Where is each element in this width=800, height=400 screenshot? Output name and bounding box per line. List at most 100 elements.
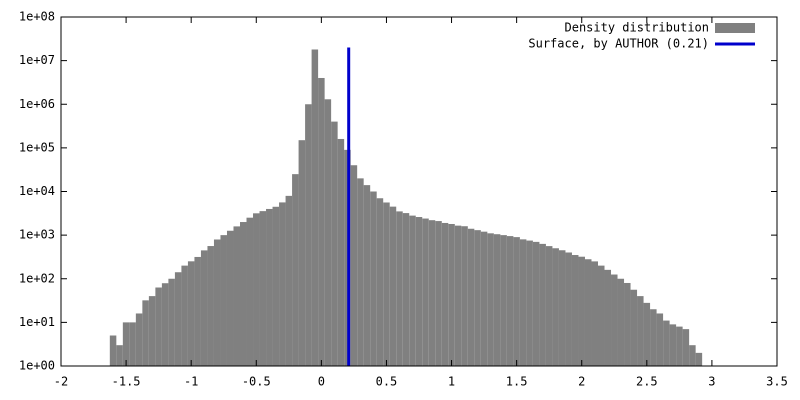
bar bbox=[116, 345, 123, 366]
bar bbox=[435, 221, 442, 366]
bar bbox=[350, 165, 358, 366]
bar bbox=[598, 265, 605, 366]
bar bbox=[187, 261, 195, 366]
y-tick-label: 1e+06 bbox=[19, 97, 55, 111]
bar bbox=[409, 215, 416, 366]
bar bbox=[337, 138, 345, 366]
bar bbox=[565, 252, 572, 366]
bar bbox=[122, 322, 130, 366]
bar bbox=[454, 225, 462, 366]
bar bbox=[669, 324, 677, 366]
bar bbox=[558, 250, 566, 366]
bar bbox=[200, 250, 208, 366]
legend-swatch bbox=[715, 23, 755, 33]
bar bbox=[298, 140, 306, 366]
bar bbox=[396, 211, 403, 366]
x-tick-label: 2.5 bbox=[636, 375, 658, 389]
bar bbox=[578, 256, 585, 366]
x-tick-label: 3 bbox=[708, 375, 715, 389]
bar bbox=[467, 228, 475, 366]
bar bbox=[474, 230, 481, 366]
bar bbox=[591, 261, 598, 366]
bar bbox=[695, 352, 703, 366]
bar bbox=[584, 259, 592, 366]
x-tick-label: 1 bbox=[448, 375, 455, 389]
bar bbox=[611, 274, 618, 366]
x-tick-label: 0.5 bbox=[376, 375, 398, 389]
bar bbox=[357, 178, 364, 366]
bar bbox=[311, 49, 319, 366]
bar bbox=[259, 211, 267, 366]
bar bbox=[643, 302, 651, 366]
bar bbox=[279, 202, 286, 366]
bar bbox=[246, 217, 254, 366]
bar bbox=[266, 208, 273, 366]
bar bbox=[650, 309, 657, 366]
bar bbox=[207, 246, 214, 366]
bar bbox=[363, 185, 371, 366]
bar bbox=[571, 255, 579, 366]
bar bbox=[181, 265, 188, 366]
bar bbox=[318, 77, 325, 366]
bar bbox=[676, 326, 683, 366]
x-tick-label: 1.5 bbox=[506, 375, 528, 389]
bar bbox=[663, 320, 670, 366]
bar bbox=[637, 296, 644, 366]
bar bbox=[682, 329, 690, 366]
bar bbox=[461, 226, 468, 366]
bar bbox=[135, 313, 143, 366]
x-tick-label: 2 bbox=[578, 375, 585, 389]
bar bbox=[487, 233, 494, 366]
bar bbox=[174, 272, 182, 366]
x-tick-label: -0.5 bbox=[242, 375, 271, 389]
bar bbox=[168, 278, 175, 366]
y-tick-label: 1e+00 bbox=[19, 359, 55, 373]
bar bbox=[526, 240, 533, 366]
bar bbox=[532, 241, 540, 366]
y-tick-label: 1e+03 bbox=[19, 228, 55, 242]
bar bbox=[305, 104, 312, 366]
legend-label: Density distribution bbox=[565, 21, 710, 35]
bar bbox=[272, 206, 280, 366]
bar bbox=[240, 222, 247, 366]
y-tick-label: 1e+08 bbox=[19, 10, 55, 24]
bar bbox=[539, 243, 546, 366]
bar bbox=[142, 300, 149, 366]
bar bbox=[370, 191, 377, 366]
bar bbox=[415, 217, 423, 366]
bar bbox=[506, 236, 514, 366]
bar bbox=[656, 313, 664, 366]
bar bbox=[194, 256, 201, 366]
bar bbox=[624, 282, 631, 366]
bar bbox=[285, 195, 293, 366]
bar bbox=[422, 218, 429, 366]
x-tick-label: 3.5 bbox=[766, 375, 788, 389]
bar bbox=[448, 223, 455, 366]
bar bbox=[493, 234, 501, 366]
bar bbox=[552, 248, 559, 366]
bar bbox=[383, 202, 390, 366]
bar bbox=[545, 246, 553, 366]
bar bbox=[129, 322, 136, 366]
bar bbox=[617, 278, 625, 366]
y-tick-label: 1e+01 bbox=[19, 315, 55, 329]
bar bbox=[519, 239, 527, 366]
y-tick-label: 1e+07 bbox=[19, 53, 55, 67]
bar bbox=[441, 222, 449, 366]
bar bbox=[155, 287, 162, 366]
bar bbox=[376, 198, 384, 366]
bar bbox=[500, 235, 507, 366]
bar bbox=[292, 174, 299, 366]
bar bbox=[604, 269, 612, 366]
bar bbox=[253, 213, 260, 366]
bar bbox=[148, 296, 156, 366]
y-tick-label: 1e+02 bbox=[19, 271, 55, 285]
bar bbox=[630, 289, 638, 366]
x-tick-label: -1.5 bbox=[112, 375, 141, 389]
bar bbox=[109, 335, 117, 366]
bar bbox=[389, 206, 397, 366]
bar bbox=[480, 231, 488, 366]
bar bbox=[161, 283, 169, 366]
bar bbox=[402, 213, 410, 366]
